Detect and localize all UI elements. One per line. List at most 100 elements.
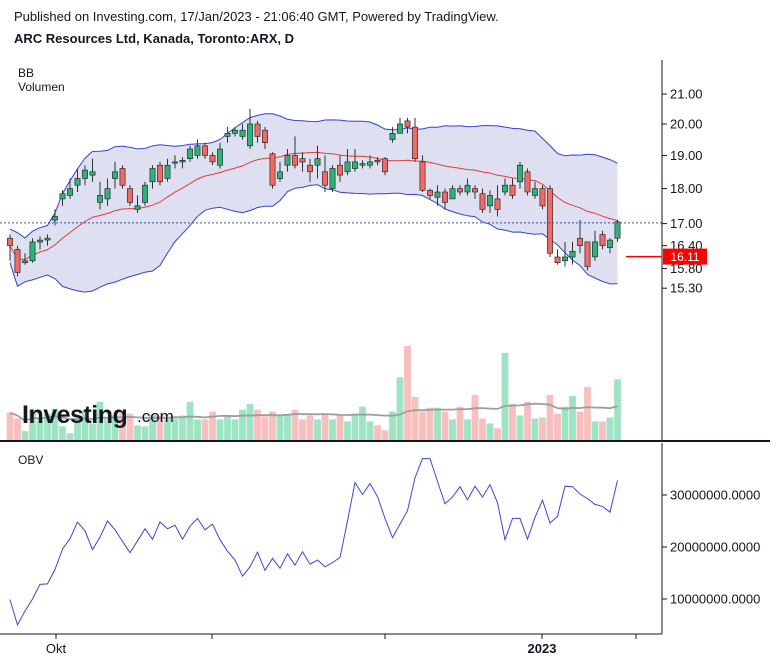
- investing-logo: Investing .com: [22, 401, 174, 429]
- candle-up: [367, 161, 373, 166]
- volume-bar: [614, 379, 621, 441]
- time-axis: Okt 2023: [0, 633, 662, 656]
- volume-bar: [329, 419, 336, 441]
- volume-bar: [216, 419, 224, 441]
- candle-down: [584, 241, 591, 267]
- volume-bar: [111, 415, 119, 441]
- candle-down: [157, 164, 163, 183]
- candle-up: [104, 188, 111, 200]
- volume-bar: [411, 396, 419, 441]
- volume-bar: [509, 403, 516, 441]
- candle-up: [352, 161, 358, 169]
- candle-up: [449, 188, 456, 200]
- volume-bar: [471, 394, 479, 441]
- candle-up: [329, 168, 336, 189]
- candle-down: [412, 126, 418, 159]
- volume-bar: [479, 418, 486, 441]
- volume-bar: [36, 419, 44, 441]
- candle-up: [464, 184, 471, 193]
- candle-up: [562, 256, 568, 262]
- bollinger-band-fill: [10, 113, 618, 293]
- price-tick-label: 15.80: [670, 261, 703, 276]
- candle-up: [59, 193, 66, 200]
- volume-bar: [126, 413, 134, 441]
- volume-bar: [96, 401, 104, 441]
- candle-up: [314, 158, 321, 166]
- legend-volume: Volumen: [18, 80, 65, 94]
- volume-bar: [164, 417, 171, 441]
- candle-up: [434, 191, 441, 198]
- volume-bar: [336, 414, 344, 441]
- price-tick-label: 21.00: [670, 87, 703, 102]
- volume-bars: [6, 345, 621, 441]
- candle-down: [494, 198, 501, 210]
- candle-up: [517, 164, 523, 183]
- bollinger-upper-line: [9, 113, 618, 239]
- volume-bar: [231, 419, 239, 441]
- candle-down: [209, 155, 216, 163]
- candle-down: [262, 129, 268, 143]
- volume-bar: [156, 415, 164, 441]
- volume-bar: [134, 425, 141, 441]
- candle-up: [284, 155, 291, 166]
- candle-down: [14, 249, 21, 273]
- candle-up: [502, 184, 508, 193]
- time-label-okt: Okt: [46, 641, 67, 656]
- candle-up: [149, 168, 156, 183]
- candle-up: [224, 133, 231, 137]
- volume-bar: [494, 428, 501, 441]
- candle-up: [239, 129, 246, 137]
- candle-up: [29, 241, 36, 262]
- volume-bar: [516, 415, 524, 441]
- candle-up: [344, 161, 351, 173]
- obv-tick-label: 20000000.0000: [670, 540, 760, 555]
- candle-up: [217, 148, 223, 166]
- volume-bar: [404, 345, 411, 441]
- logo-brand: Investing: [22, 401, 127, 429]
- obv-tick-label: 30000000.0000: [670, 488, 760, 503]
- candle-up: [487, 195, 493, 207]
- legend-bb: BB: [18, 66, 34, 80]
- volume-bar: [179, 415, 186, 441]
- volume-bar: [314, 419, 321, 441]
- candle-up: [37, 239, 43, 243]
- volume-bar: [531, 418, 539, 441]
- candle-up: [97, 195, 103, 203]
- volume-bar: [396, 377, 404, 441]
- candle-up: [187, 148, 193, 159]
- volume-bar: [194, 419, 201, 441]
- time-label-2023: 2023: [528, 641, 557, 656]
- candle-up: [614, 221, 621, 239]
- volume-bar: [209, 411, 216, 441]
- volume-bar: [456, 406, 464, 441]
- candle-up: [82, 169, 88, 179]
- volume-bar: [66, 433, 74, 441]
- volume-bar: [569, 395, 576, 441]
- candle-down: [404, 120, 411, 128]
- volume-bar: [14, 418, 21, 441]
- volume-bar: [306, 415, 314, 441]
- volume-bar: [366, 421, 374, 441]
- candle-down: [337, 164, 343, 176]
- volume-bar: [576, 411, 584, 441]
- volume-bar: [554, 413, 561, 441]
- bollinger-lower-line: [9, 184, 618, 293]
- candle-down: [202, 145, 208, 156]
- volume-bar: [359, 406, 366, 441]
- chart-title: ARC Resources Ltd, Kanada, Toronto:ARX, …: [14, 31, 295, 46]
- candle-down: [119, 168, 126, 186]
- volume-bar: [29, 409, 36, 441]
- volume-bar: [284, 414, 291, 441]
- candle-up: [89, 171, 96, 176]
- volume-bar: [149, 414, 156, 441]
- volume-bar: [449, 419, 456, 441]
- candle-up: [532, 188, 538, 196]
- volume-bar: [119, 411, 126, 441]
- volume-bar: [501, 352, 509, 441]
- candle-up: [592, 241, 598, 258]
- volume-bar: [299, 419, 306, 441]
- volume-bar: [591, 421, 599, 441]
- bollinger-basis-line: [9, 151, 618, 261]
- volume-bar: [81, 411, 89, 441]
- price-panel: BB Volumen Investing .com: [0, 66, 662, 441]
